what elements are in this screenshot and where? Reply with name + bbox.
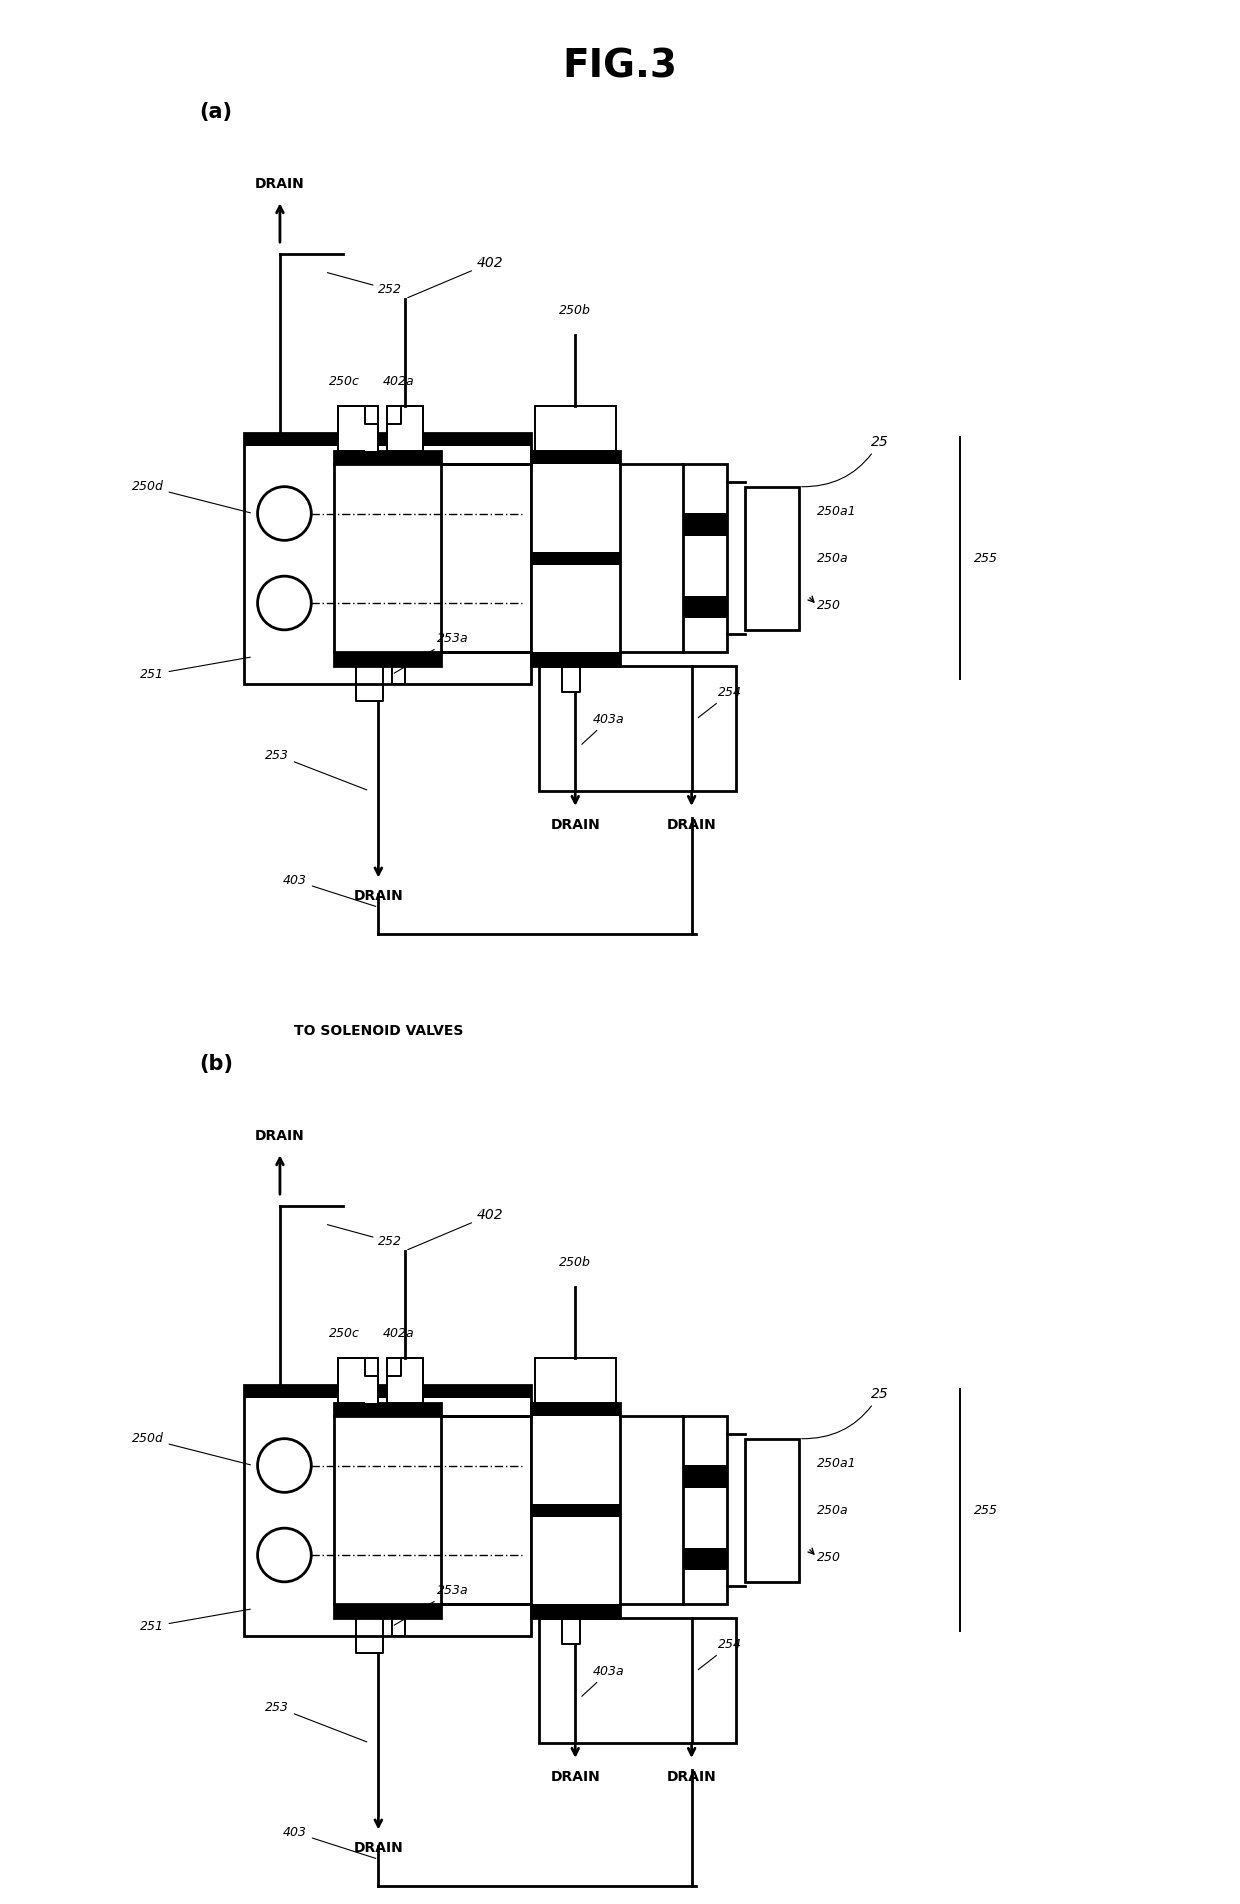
Bar — [531, 552, 620, 565]
Text: 250b: 250b — [559, 303, 591, 316]
Text: 254: 254 — [698, 685, 743, 718]
Bar — [365, 1377, 378, 1403]
Text: 403: 403 — [283, 1826, 376, 1858]
Text: 255: 255 — [973, 552, 997, 565]
Bar — [334, 1403, 441, 1417]
Bar — [683, 1548, 728, 1571]
Bar — [745, 487, 799, 630]
Bar — [339, 406, 378, 451]
Text: DRAIN: DRAIN — [255, 177, 305, 192]
Text: 402: 402 — [408, 1207, 503, 1249]
Bar — [244, 1384, 531, 1398]
Text: DRAIN: DRAIN — [353, 1841, 403, 1854]
Text: 250b: 250b — [559, 1255, 591, 1268]
Bar — [334, 653, 441, 666]
Bar — [244, 432, 531, 684]
Bar — [745, 1439, 799, 1582]
Text: 25: 25 — [802, 1386, 888, 1439]
Text: 253a: 253a — [394, 1584, 469, 1626]
Text: 252: 252 — [327, 1224, 403, 1249]
Bar — [334, 451, 441, 666]
Text: 250a1: 250a1 — [817, 1457, 857, 1470]
Text: 402a: 402a — [383, 375, 414, 388]
Text: 251: 251 — [140, 1609, 250, 1634]
Bar — [387, 1358, 423, 1403]
Bar — [539, 1618, 737, 1742]
Text: 251: 251 — [140, 657, 250, 682]
Bar — [244, 432, 531, 446]
Text: 402: 402 — [408, 255, 503, 297]
Text: 250a1: 250a1 — [817, 505, 857, 518]
Text: 25: 25 — [802, 434, 888, 487]
Text: 250: 250 — [817, 1550, 841, 1563]
Bar — [683, 596, 728, 619]
Bar — [683, 1417, 728, 1605]
Text: DRAIN: DRAIN — [667, 819, 717, 832]
Text: 255: 255 — [973, 1504, 997, 1517]
Bar — [387, 406, 423, 451]
Text: 250a: 250a — [817, 1504, 848, 1517]
Bar — [534, 406, 615, 451]
Text: 403a: 403a — [582, 1664, 625, 1696]
Bar — [531, 1403, 620, 1618]
Text: 403a: 403a — [582, 712, 625, 744]
Bar — [683, 1466, 728, 1487]
Text: 252: 252 — [327, 272, 403, 297]
Text: 253: 253 — [265, 748, 367, 790]
Bar — [334, 1605, 441, 1618]
Text: 250: 250 — [817, 598, 841, 611]
Text: 250d: 250d — [131, 1432, 250, 1464]
Bar — [531, 1504, 620, 1517]
Text: 253: 253 — [265, 1700, 367, 1742]
Text: DRAIN: DRAIN — [353, 889, 403, 902]
Text: DRAIN: DRAIN — [551, 819, 600, 832]
Bar — [531, 451, 620, 666]
Bar — [244, 1384, 531, 1636]
Text: (a): (a) — [200, 103, 232, 122]
Text: 250c: 250c — [329, 1327, 360, 1340]
Bar — [683, 514, 728, 535]
Text: 253a: 253a — [394, 632, 469, 674]
Text: TO SOLENOID VALVES: TO SOLENOID VALVES — [294, 1024, 463, 1038]
Text: 250a: 250a — [817, 552, 848, 565]
Bar — [534, 1358, 615, 1403]
Text: 250d: 250d — [131, 480, 250, 512]
Text: 254: 254 — [698, 1637, 743, 1670]
Bar — [531, 1605, 620, 1618]
Bar — [683, 465, 728, 653]
Bar — [539, 666, 737, 790]
Text: DRAIN: DRAIN — [551, 1771, 600, 1784]
Text: DRAIN: DRAIN — [255, 1129, 305, 1142]
Text: (b): (b) — [200, 1055, 233, 1074]
Text: FIG.3: FIG.3 — [563, 48, 677, 86]
Bar — [531, 451, 620, 465]
Bar — [531, 1403, 620, 1417]
Bar — [334, 1403, 441, 1618]
Text: 402a: 402a — [383, 1327, 414, 1340]
Text: 403: 403 — [283, 874, 376, 906]
Bar — [334, 451, 441, 465]
Text: 250c: 250c — [329, 375, 360, 388]
Bar — [531, 653, 620, 666]
Bar — [339, 1358, 378, 1403]
Bar — [365, 425, 378, 451]
Text: DRAIN: DRAIN — [667, 1771, 717, 1784]
